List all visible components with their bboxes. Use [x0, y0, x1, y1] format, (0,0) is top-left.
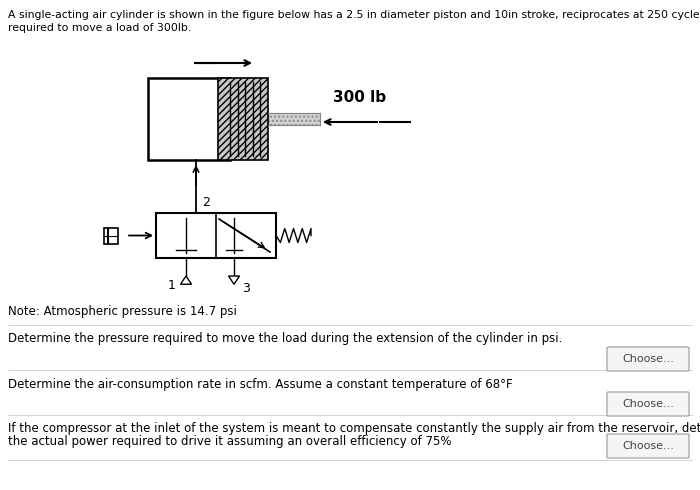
Text: Choose...: Choose...: [622, 399, 674, 409]
Text: 2: 2: [202, 196, 210, 209]
Text: If the compressor at the inlet of the system is meant to compensate constantly t: If the compressor at the inlet of the sy…: [8, 422, 700, 435]
Bar: [218, 78, 268, 160]
FancyBboxPatch shape: [607, 434, 689, 458]
Text: Choose...: Choose...: [622, 354, 674, 364]
Text: 300 lb: 300 lb: [333, 90, 386, 104]
Text: required to move a load of 300lb.: required to move a load of 300lb.: [8, 23, 191, 33]
Polygon shape: [228, 276, 239, 284]
Text: Determine the air-consumption rate in scfm. Assume a constant temperature of 68°: Determine the air-consumption rate in sc…: [8, 378, 512, 391]
Text: 1: 1: [168, 279, 176, 292]
Bar: [268, 113, 320, 125]
Bar: [148, 78, 230, 160]
Text: the actual power required to drive it assuming an overall efficiency of 75%: the actual power required to drive it as…: [8, 435, 452, 448]
Text: Choose...: Choose...: [622, 441, 674, 451]
Text: 3: 3: [242, 282, 250, 295]
Bar: [156, 213, 276, 258]
Text: Determine the pressure required to move the load during the extension of the cyl: Determine the pressure required to move …: [8, 332, 562, 345]
Bar: [104, 227, 118, 244]
FancyBboxPatch shape: [607, 392, 689, 416]
Text: A single-acting air cylinder is shown in the figure below has a 2.5 in diameter : A single-acting air cylinder is shown in…: [8, 10, 700, 20]
Polygon shape: [181, 276, 192, 284]
Text: Note: Atmospheric pressure is 14.7 psi: Note: Atmospheric pressure is 14.7 psi: [8, 305, 237, 318]
FancyBboxPatch shape: [607, 347, 689, 371]
